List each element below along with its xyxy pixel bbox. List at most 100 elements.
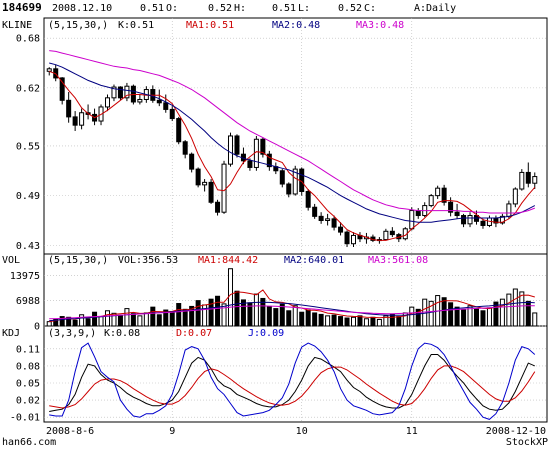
candle-body xyxy=(215,201,221,213)
volume-bar xyxy=(461,309,467,327)
candle-body xyxy=(279,170,285,185)
period-label: A:Daily xyxy=(414,3,456,14)
x-axis-labels: 2008-8-6 9 10 11 2008-12-10 xyxy=(46,426,546,437)
vol-y-tick-label: 6988 xyxy=(16,296,40,307)
kdj-legend-j: J:0.09 xyxy=(248,328,284,339)
volume-bar xyxy=(338,316,344,327)
volume-bar xyxy=(448,302,454,327)
vol-ma3-line xyxy=(49,305,535,320)
vol-y-tick-label: 0 xyxy=(34,322,40,333)
volume-bar xyxy=(525,300,531,327)
volume-bar xyxy=(260,297,266,327)
kline-header: KLINE (5,15,30,) K:0.51 MA1:0.51 MA2:0.4… xyxy=(2,20,404,31)
candle-body xyxy=(350,234,357,245)
candle-body xyxy=(506,203,512,217)
volume-bar xyxy=(292,305,298,327)
kline-y-tick-label: 0.68 xyxy=(16,34,40,45)
x-axis-label: 2008-12-10 xyxy=(486,426,546,437)
candle-body xyxy=(72,116,78,126)
volume-bar xyxy=(182,308,188,327)
low-value: 0.51 xyxy=(272,3,296,14)
volume-bar xyxy=(111,312,117,327)
candle-body xyxy=(260,138,266,155)
kdj-panel[interactable] xyxy=(43,325,548,423)
candle-body xyxy=(124,85,130,99)
candle-body xyxy=(525,171,531,184)
volume-bar xyxy=(454,306,460,327)
quote-header: 184699 2008.12.10 0.51 O: 0.52 H: 0.51 L… xyxy=(2,1,456,14)
volume-bar xyxy=(53,318,59,327)
kdj-y-tick-label: -0.01 xyxy=(10,413,40,424)
close-label: C: xyxy=(364,3,376,14)
candle-body xyxy=(117,86,123,99)
candle-body xyxy=(208,181,214,203)
volume-bar xyxy=(286,310,292,327)
volume-bar xyxy=(156,314,162,327)
y-tick-labels: 0.68 0.62 0.55 0.49 0.43 13975 6988 0 0.11 0.08 0.… xyxy=(10,34,40,424)
volume-bar xyxy=(532,312,538,327)
candle-body xyxy=(428,195,434,207)
kline-ma2-line xyxy=(49,62,536,223)
volume-bar xyxy=(253,293,259,327)
volume-bar xyxy=(227,268,234,327)
volume-bar xyxy=(143,312,149,327)
kline-indicator: K:0.51 xyxy=(118,20,154,31)
kline-moving-averages xyxy=(49,50,536,241)
candle-body xyxy=(163,102,169,110)
x-axis-label: 9 xyxy=(169,426,175,437)
x-axis-label: 10 xyxy=(296,426,308,437)
kline-y-tick-label: 0.62 xyxy=(16,83,40,94)
volume-bar xyxy=(376,318,382,327)
candle-body xyxy=(46,68,52,72)
volume-bar xyxy=(363,318,369,327)
volume-bar xyxy=(176,303,182,327)
volume-bar xyxy=(208,298,214,327)
kline-y-tick-label: 0.49 xyxy=(16,191,40,202)
vol-params: (5,15,30,) xyxy=(48,255,108,266)
kdj-lines xyxy=(49,342,536,420)
volume-bar xyxy=(59,316,65,327)
kdj-y-tick-label: 0.02 xyxy=(16,396,40,407)
candle-body xyxy=(305,190,311,208)
candle-body xyxy=(415,210,421,217)
vol-legend-ma1: MA1:844.42 xyxy=(198,255,258,266)
volume-bar xyxy=(486,307,492,327)
candle-body xyxy=(344,231,350,245)
kline-params: (5,15,30,) xyxy=(48,20,108,31)
volume-bar xyxy=(493,301,499,327)
candle-body xyxy=(111,86,117,99)
volume-bar xyxy=(240,299,246,327)
volume-bar xyxy=(117,314,123,327)
volume-bar xyxy=(137,315,143,327)
volume-bar xyxy=(46,321,52,327)
kdj-header: KDJ (3,3,9,) K:0.08 D:0.07 J:0.09 xyxy=(2,328,284,339)
volume-bar xyxy=(350,316,357,327)
kline-legend-ma3: MA3:0.48 xyxy=(356,20,404,31)
footer-site: han66.com xyxy=(2,437,56,448)
volume-bar xyxy=(370,316,376,327)
close-value: 0.52 xyxy=(338,3,362,14)
candle-body xyxy=(461,215,467,225)
volume-bar xyxy=(169,311,175,327)
x-axis-label: 2008-8-6 xyxy=(46,426,94,437)
volume-bar xyxy=(92,311,98,327)
volume-bar xyxy=(305,309,311,327)
candle-body xyxy=(66,99,72,118)
candle-body xyxy=(318,215,324,222)
candle-body xyxy=(338,226,344,233)
kdj-label: KDJ xyxy=(2,328,20,339)
volume-bar xyxy=(189,305,195,327)
x-axis-label: 11 xyxy=(406,426,418,437)
volume-bar xyxy=(85,318,91,327)
volume-bar xyxy=(467,305,473,327)
volume-bar xyxy=(357,315,363,327)
volume-bar xyxy=(519,291,525,327)
vol-ma1-line xyxy=(49,289,535,323)
candle-body xyxy=(266,153,272,168)
volume-bar xyxy=(72,319,78,327)
kline-ma3-line xyxy=(49,50,535,214)
candle-body xyxy=(137,98,143,103)
volume-bar xyxy=(273,308,279,327)
volume-bar xyxy=(299,311,305,327)
